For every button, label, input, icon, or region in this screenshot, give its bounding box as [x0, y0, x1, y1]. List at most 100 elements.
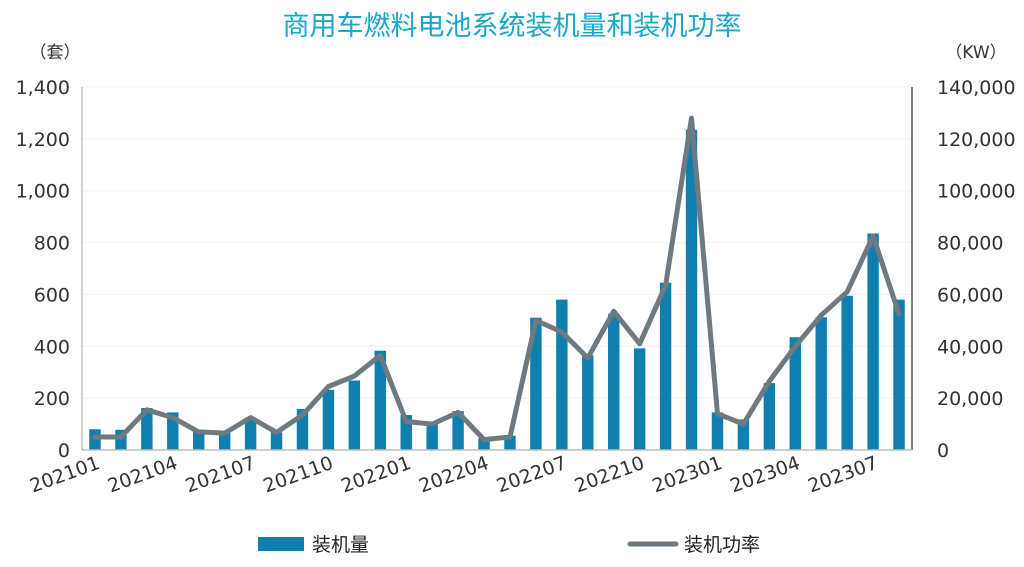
right-tick-label: 100,000 [937, 181, 1016, 203]
bar [374, 350, 386, 450]
bar [322, 389, 335, 450]
bar [582, 355, 594, 450]
bar [608, 313, 620, 450]
line-point [560, 330, 564, 334]
bar-series [89, 129, 905, 450]
line-point [326, 384, 330, 388]
bar [763, 383, 776, 450]
line-point [664, 283, 668, 287]
line-point [456, 410, 460, 414]
line-point [690, 116, 694, 120]
bar [452, 411, 464, 450]
left-tick-label: 600 [34, 284, 70, 306]
left-tick-label: 0 [58, 440, 70, 462]
line-point [871, 234, 875, 238]
bar [478, 438, 490, 450]
right-axis-unit: （KW） [945, 43, 1006, 63]
line-point [300, 413, 304, 417]
bar [348, 380, 361, 450]
line-point [586, 356, 590, 360]
bar [141, 407, 153, 450]
left-tick-label: 1,400 [16, 77, 70, 99]
x-tick-label: 202210 [572, 452, 648, 497]
bar [426, 421, 438, 450]
bar [659, 282, 672, 450]
line-point [378, 353, 382, 357]
line-point [93, 435, 97, 439]
line-series [92, 115, 902, 443]
gridlines [82, 86, 912, 399]
right-tick-label: 120,000 [937, 129, 1016, 151]
right-tick-label: 40,000 [937, 336, 1003, 358]
right-tick-label: 80,000 [937, 233, 1003, 255]
bar [167, 412, 179, 450]
line-point [638, 342, 642, 346]
left-tick-label: 400 [34, 336, 70, 358]
right-tick-label: 20,000 [937, 388, 1003, 410]
bar [867, 233, 879, 450]
bar [530, 317, 542, 450]
legend-bar-swatch [258, 537, 304, 551]
x-tick-label: 202207 [494, 452, 570, 497]
line-point [145, 408, 149, 412]
bar [737, 419, 750, 450]
x-tick-label: 202110 [260, 452, 336, 497]
line-path [92, 115, 902, 443]
bar [815, 317, 827, 450]
line-point [897, 312, 901, 316]
bar [296, 409, 309, 450]
chart-title: 商用车燃料电池系统装机量和装机功率 [283, 11, 742, 42]
bar [504, 435, 516, 450]
bar [685, 129, 698, 450]
bar [270, 432, 283, 450]
bar [556, 299, 568, 450]
x-tick-label: 202301 [649, 452, 725, 497]
x-tick-label: 202304 [727, 452, 803, 497]
right-tick-label: 0 [937, 440, 949, 462]
x-tick-label: 202201 [338, 452, 414, 497]
line-point [404, 419, 408, 423]
line-point [430, 422, 434, 426]
line-point [819, 313, 823, 317]
left-axis-unit: （套） [30, 43, 81, 63]
right-tick-label: 60,000 [937, 284, 1003, 306]
left-tick-label: 800 [34, 233, 70, 255]
line-point [508, 435, 512, 439]
line-point [197, 430, 201, 434]
x-tick-label: 202107 [183, 452, 259, 497]
left-tick-label: 200 [34, 388, 70, 410]
line-point [845, 290, 849, 294]
line-point [352, 374, 356, 378]
bar [218, 431, 231, 450]
bar [789, 337, 801, 450]
line-point [275, 430, 279, 434]
line-point [249, 416, 253, 420]
bar [711, 412, 724, 450]
legend-bar-label: 装机量 [312, 534, 369, 556]
legend: 装机量 装机功率 [258, 534, 760, 556]
line-point [793, 344, 797, 348]
x-tick-label: 202204 [416, 452, 492, 497]
line-point [767, 379, 771, 383]
line-point [223, 431, 227, 435]
line-point [482, 438, 486, 442]
axes: 0 0 200 20,000 400 40,000 600 60,000 800 80,000 1,… [16, 77, 1016, 498]
left-tick-label: 1,000 [16, 181, 70, 203]
x-tick-label: 202307 [805, 452, 881, 497]
line-point [119, 435, 123, 439]
bar [841, 295, 853, 450]
line-point [715, 412, 719, 416]
bar [400, 414, 412, 450]
line-point [171, 416, 175, 420]
bar [244, 417, 257, 450]
bar [893, 299, 905, 450]
left-tick-label: 1,200 [16, 129, 70, 151]
bar [193, 430, 205, 450]
legend-line-label: 装机功率 [684, 534, 760, 556]
line-point [741, 422, 745, 426]
bar [115, 429, 127, 450]
right-tick-label: 140,000 [937, 77, 1016, 99]
x-tick-label: 202104 [105, 452, 181, 497]
bar [633, 348, 646, 450]
